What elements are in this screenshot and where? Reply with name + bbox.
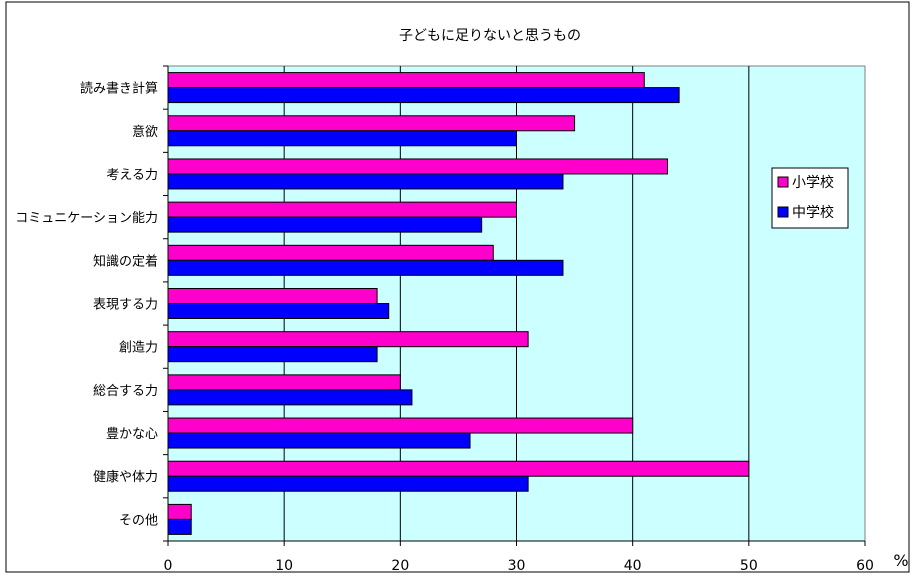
bar-elementary	[167, 503, 192, 520]
legend-label: 中学校	[792, 204, 834, 221]
category-label: コミュニケーション能力	[15, 211, 158, 226]
bar-elementary	[167, 374, 401, 391]
category-label: 総合する力	[93, 384, 158, 399]
x-tick-label: 60	[856, 558, 874, 574]
x-tick-label: 40	[624, 558, 642, 574]
category-label: 知識の定着	[93, 253, 158, 269]
bar-elementary	[167, 460, 750, 477]
bar-elementary	[167, 331, 529, 348]
category-label: 意欲	[132, 124, 158, 140]
bar-elementary	[167, 244, 494, 261]
category-label: 健康や体力	[93, 469, 158, 485]
bar-junior-high	[167, 475, 529, 492]
legend-label: 小学校	[792, 174, 834, 191]
x-tick-label: 20	[391, 558, 409, 574]
x-tick-label: 30	[508, 558, 526, 574]
plot-area: 0 10 20 30 40 50 60 読み書き計算意欲考える力コミュニケーション能力知識の定…	[15, 65, 874, 574]
bar-elementary	[167, 288, 378, 304]
category-label: 創造力	[119, 341, 158, 356]
bar-junior-high	[167, 87, 680, 104]
category-label: 考える力	[106, 168, 158, 183]
bar-junior-high	[167, 389, 413, 406]
legend-swatch	[777, 176, 789, 188]
bar-elementary	[167, 115, 576, 132]
category-label: 豊かな心	[106, 427, 158, 442]
x-tick-label: 10	[275, 558, 293, 574]
bar-elementary	[167, 417, 634, 434]
x-tick-label: 50	[740, 558, 758, 574]
bar-junior-high	[167, 346, 378, 363]
bar-junior-high	[167, 303, 390, 319]
category-label: その他	[119, 513, 158, 528]
x-axis-unit: %	[893, 551, 908, 570]
bar-junior-high	[167, 432, 471, 449]
bar-junior-high	[167, 216, 483, 233]
bar-elementary	[167, 72, 645, 89]
bar-junior-high	[167, 173, 564, 190]
legend-swatch	[777, 206, 789, 218]
bar-elementary	[167, 158, 669, 175]
bar-junior-high	[167, 518, 192, 535]
chart-title: 子どもに足りないと思うもの	[399, 28, 581, 44]
category-label: 表現する力	[93, 298, 158, 313]
category-label: 読み書き計算	[80, 81, 158, 97]
bar-junior-high	[167, 130, 517, 147]
bar-junior-high	[167, 259, 564, 276]
x-tick-label: 0	[164, 558, 173, 574]
bar-elementary	[167, 201, 517, 218]
